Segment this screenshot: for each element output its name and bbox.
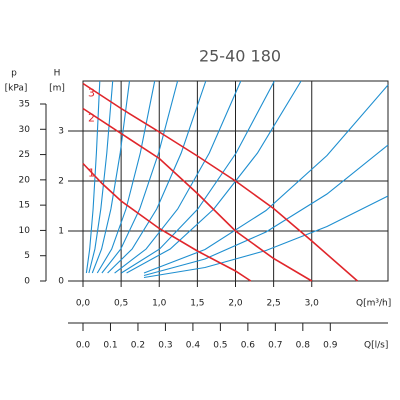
system-curve [107,80,207,274]
x2-tick-label: 0.8 [296,341,311,351]
y-axis-label: H [54,69,61,79]
p-tick-label: 0 [24,277,30,287]
p-tick-label: 35 [19,100,30,110]
system-curve [88,80,114,274]
x2-tick-label: 0.0 [76,341,91,351]
system-curve [101,80,179,274]
y-tick-label: 3 [58,127,64,137]
p-tick-label: 20 [19,175,31,185]
x2-tick-label: 0.4 [186,341,201,351]
p-axis-label: p [11,69,17,79]
curve-label: 2 [88,112,95,125]
x2-tick-label: 0.2 [131,341,145,351]
p-tick-label: 25 [19,150,30,160]
x2-tick-label: 0.5 [213,341,227,351]
curve-label: 3 [88,87,95,100]
x-tick-label: 0,0 [76,299,91,309]
pump-curve [82,162,252,282]
x-axis-label: Q[m³/h] [356,299,391,309]
chart-title: 25-40 180 [199,47,281,66]
p-tick-label: 15 [19,201,30,211]
x2-tick-label: 0.7 [268,341,282,351]
system-curve [121,80,275,274]
system-curve [143,144,389,277]
y-tick-label: 0 [58,277,64,287]
p-tick-label: 5 [24,251,30,261]
x2-tick-label: 0.9 [323,341,338,351]
system-curve [114,80,242,274]
p-axis-unit: [kPa] [5,84,28,94]
system-curve [143,84,389,274]
x2-tick-label: 0.1 [103,341,117,351]
x2-axis-label: Q[l/s] [364,341,388,351]
y-tick-label: 2 [58,177,64,187]
y-axis-unit: [m] [49,84,65,94]
x-tick-label: 1,0 [152,299,167,309]
x2-tick-label: 0.6 [241,341,256,351]
system-curve [85,80,101,274]
p-tick-label: 10 [19,226,31,236]
x-tick-label: 2,5 [266,299,280,309]
x-tick-label: 2,0 [228,299,243,309]
x-tick-label: 1,5 [190,299,204,309]
pump-curve [82,107,313,282]
curve-label: 1 [88,167,95,180]
p-tick-label: 30 [19,125,31,135]
x-tick-label: 0,5 [114,299,128,309]
x-tick-label: 3,0 [305,299,320,309]
y-tick-label: 1 [58,227,64,237]
x2-tick-label: 0.3 [158,341,172,351]
system-curve [91,80,131,274]
pump-curve [82,82,359,282]
system-curve [143,195,389,279]
system-curve [96,80,156,274]
